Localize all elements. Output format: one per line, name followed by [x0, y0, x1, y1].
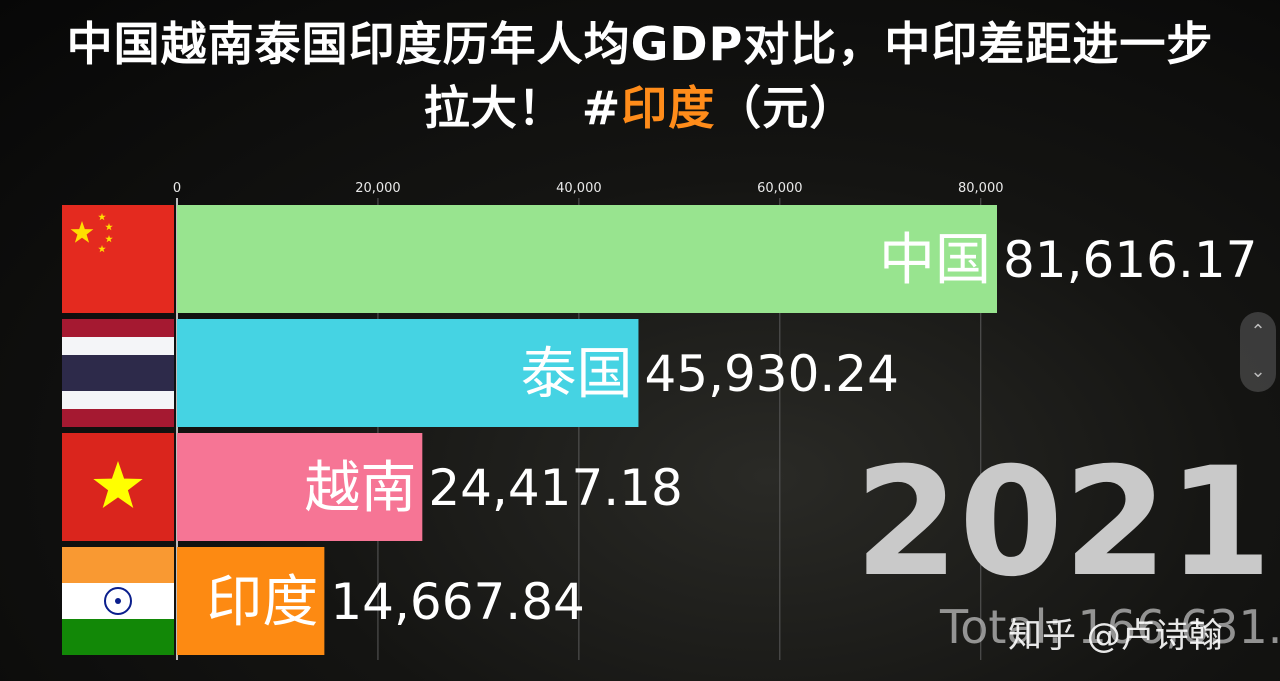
bar-thailand	[177, 319, 639, 427]
bar-value-label: 81,616.17	[1003, 231, 1257, 289]
bar-category-label: 印度	[206, 570, 318, 635]
bar-category-label: 越南	[304, 456, 416, 521]
bar-value-label: 24,417.18	[428, 459, 682, 517]
title-highlight: 印度	[621, 81, 716, 135]
year-label: 2021	[854, 436, 1272, 610]
scroll-control[interactable]: ⌃ ⌄	[1240, 312, 1276, 392]
title-unit: （元）	[715, 81, 857, 135]
china-flag	[62, 205, 174, 313]
thailand-flag	[62, 319, 174, 427]
bar-category-label: 中国	[879, 228, 991, 293]
x-tick-label: 60,000	[757, 181, 803, 196]
bar-vietnam	[177, 433, 423, 541]
total-label: Total: 166,631.42	[940, 600, 1280, 654]
title-line1: 中国越南泰国印度历年人均GDP对比，中印差距进一步	[66, 17, 1214, 71]
bar-value-label: 45,930.24	[644, 345, 898, 403]
bar-category-label: 泰国	[520, 342, 632, 407]
india-flag	[62, 547, 174, 655]
scroll-down-icon[interactable]: ⌄	[1250, 361, 1266, 382]
x-tick-label: 80,000	[958, 181, 1004, 196]
x-tick-label: 20,000	[355, 181, 401, 196]
bar-china	[177, 205, 997, 313]
watermark: 知乎 @卢诗翰	[1008, 616, 1223, 656]
bar-value-label: 14,667.84	[330, 573, 584, 631]
x-tick-label: 0	[173, 181, 181, 196]
vietnam-flag	[62, 433, 174, 541]
x-tick-label: 40,000	[556, 181, 602, 196]
title-line2: 拉大！ #	[423, 81, 622, 135]
scroll-up-icon[interactable]: ⌃	[1250, 321, 1266, 342]
chart-title: 中国越南泰国印度历年人均GDP对比，中印差距进一步 拉大！ #印度（元）	[40, 12, 1240, 140]
bar-india	[177, 547, 325, 655]
